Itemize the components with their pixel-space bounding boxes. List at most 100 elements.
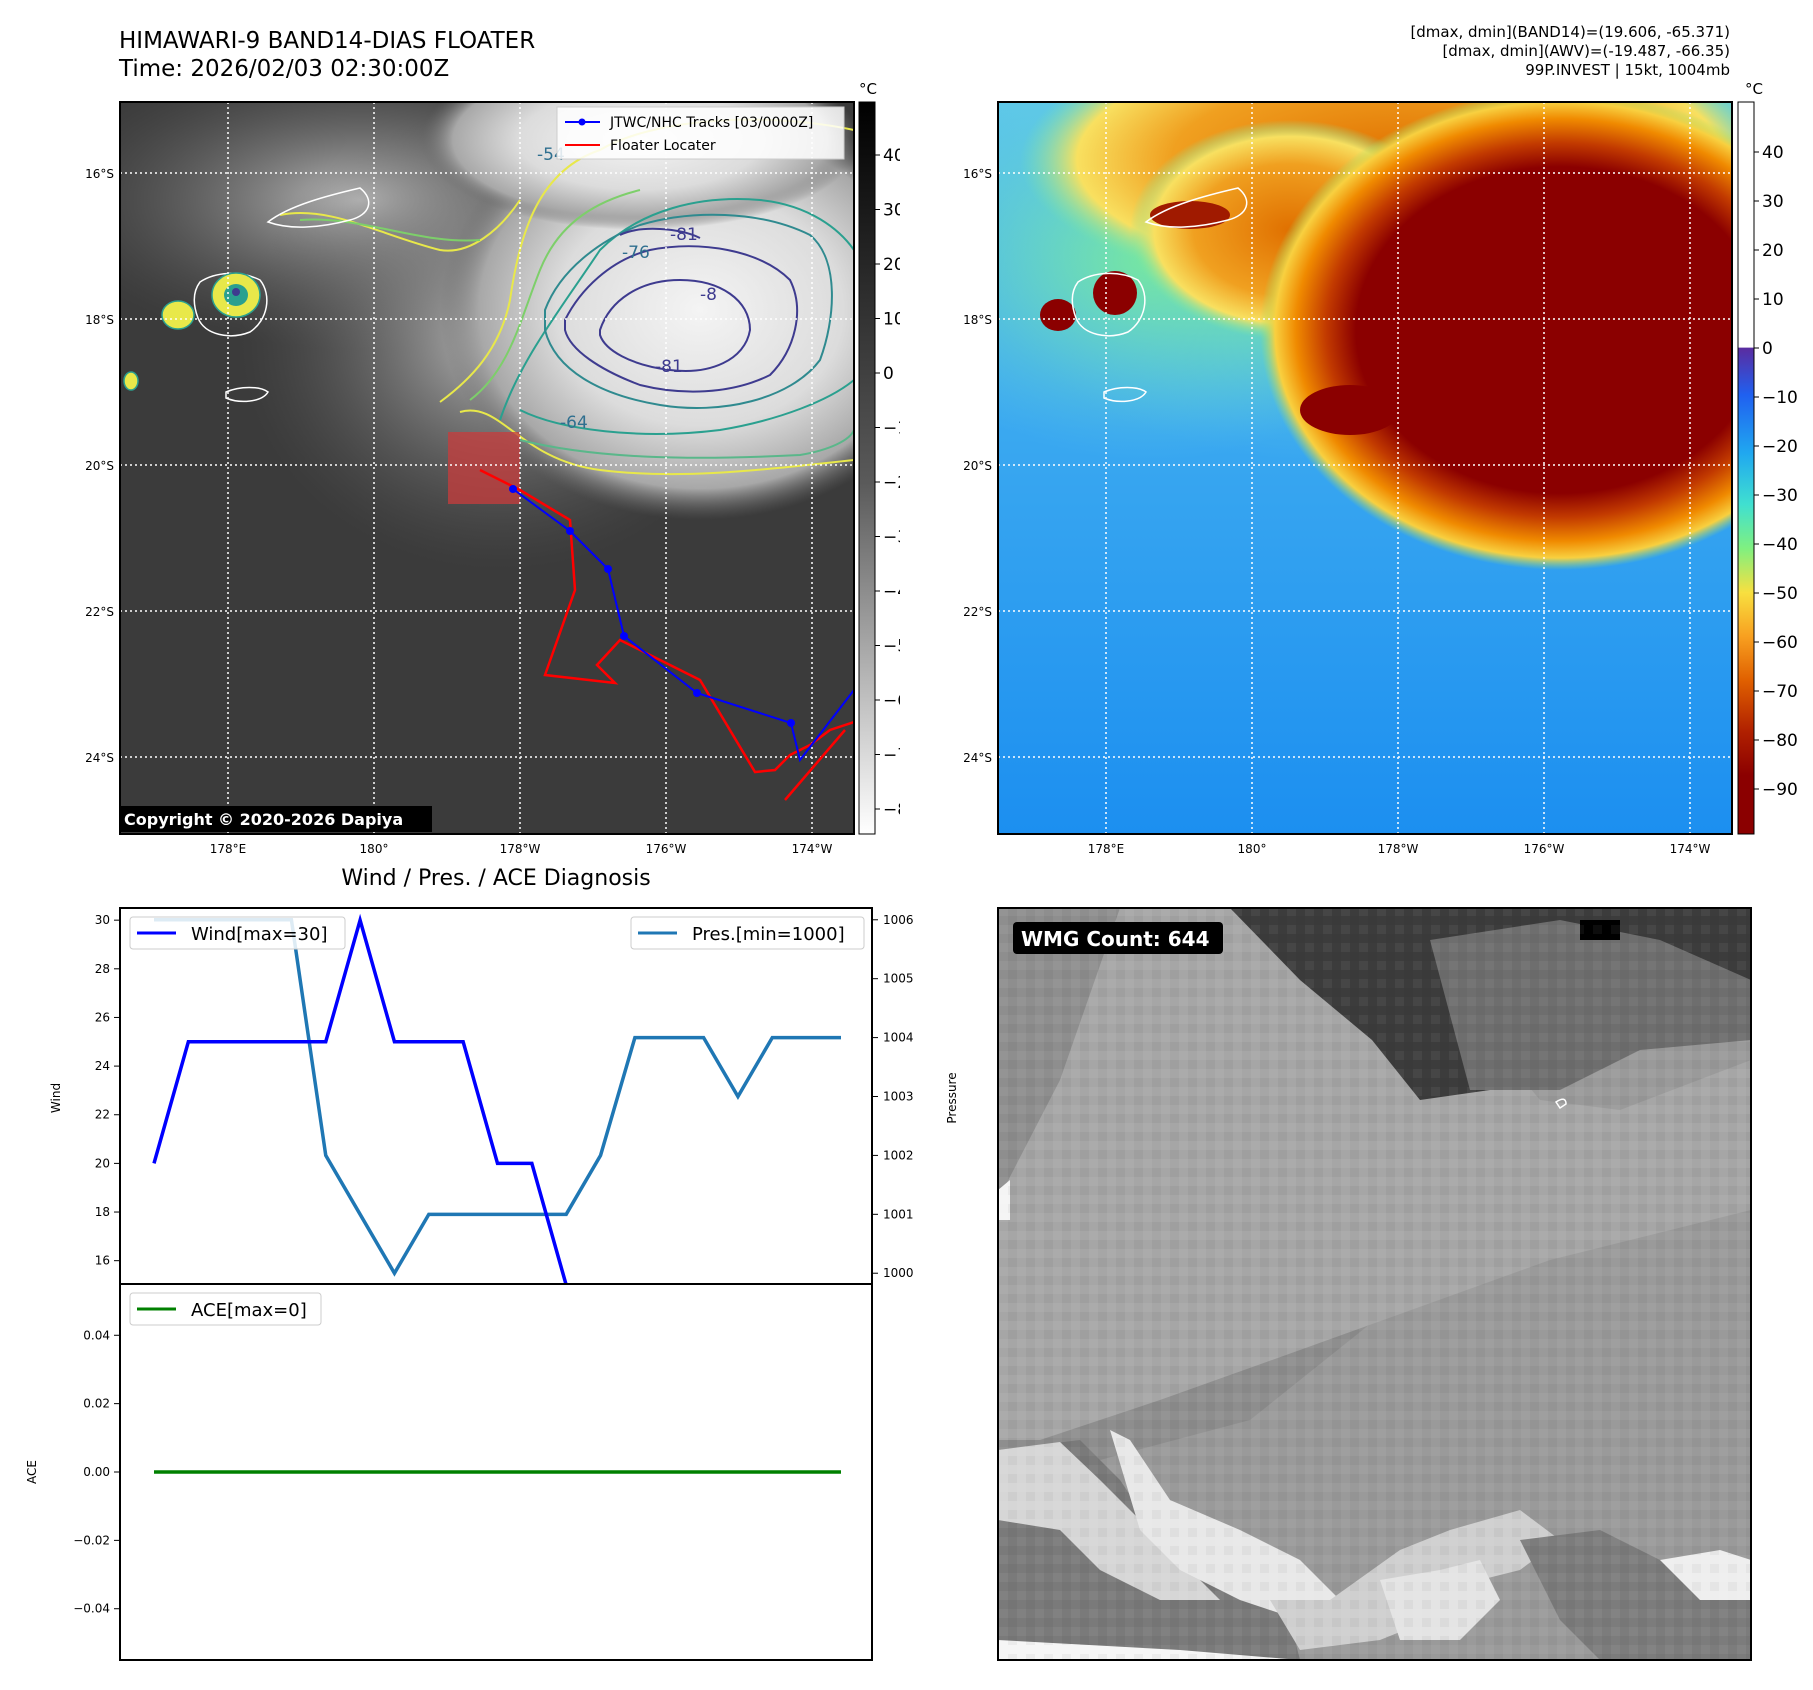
- left-cbar-tick-label: −10: [883, 419, 900, 439]
- right-cbar-tick-label: −10: [1762, 388, 1798, 408]
- diagnosis-chart: 30 28 26 24 22 20 18 16 1006 1005 1004 1003 1002 100…: [25, 907, 959, 1661]
- pressure-tick-label: 1005: [883, 972, 914, 986]
- wind-tick-label: 24: [95, 1059, 110, 1073]
- ace-tick-label: −0.04: [73, 1602, 110, 1616]
- wind-tick-label: 20: [95, 1156, 110, 1170]
- left-cbar-tick-label: 30: [883, 201, 900, 221]
- left-map-frame: [119, 101, 855, 835]
- wind-legend: Wind[max=30]: [129, 916, 346, 950]
- right-cbar-tick-label: −70: [1762, 682, 1798, 702]
- info-band14: [dmax, dmin](BAND14)=(19.606, -65.371): [1410, 23, 1730, 41]
- right-map-frame: [997, 101, 1733, 835]
- pressure-legend: Pres.[min=1000]: [630, 916, 865, 950]
- wmg-imagery: [998, 908, 1751, 1660]
- rlat-label-18s: 18°S: [963, 313, 992, 327]
- left-colorbar-unit: °C: [859, 80, 877, 98]
- rlat-label-20s: 20°S: [963, 459, 992, 473]
- floater-locater-box: [448, 432, 520, 504]
- figure-title: HIMAWARI-9 BAND14-DIAS FLOATER Time: 202…: [119, 27, 535, 83]
- right-map-panel: 16°S 18°S 20°S 22°S 24°S 178°E 180° 178°…: [963, 80, 1798, 856]
- pressure-tick-label: 1004: [883, 1031, 914, 1045]
- floater-locater-line-2: [784, 729, 846, 801]
- left-cbar-tick-label: −80: [883, 800, 900, 820]
- wind-tick-label: 26: [95, 1010, 110, 1024]
- info-awv: [dmax, dmin](AWV)=(-19.487, -66.35): [1442, 42, 1730, 60]
- left-cbar-tick-label: −50: [883, 637, 900, 657]
- right-cbar-tick-label: 30: [1762, 192, 1784, 212]
- lon-label-178e: 178°E: [210, 842, 247, 856]
- contour-label-6: -64: [560, 413, 588, 433]
- figure-info: [dmax, dmin](BAND14)=(19.606, -65.371) […: [1410, 23, 1730, 80]
- right-cbar-tick-label: 40: [1762, 143, 1784, 163]
- rlon-label-178w: 178°W: [1378, 842, 1419, 856]
- legend-jtwc-tracks: JTWC/NHC Tracks [03/0000Z]: [609, 115, 813, 131]
- rlon-label-180: 180°: [1238, 842, 1267, 856]
- rlat-label-16s: 16°S: [963, 167, 992, 181]
- right-cbar-tick-label: −30: [1762, 486, 1798, 506]
- lat-label-18s: 18°S: [85, 313, 114, 327]
- wind-tick-label: 18: [95, 1205, 110, 1219]
- ace-axis-label: ACE: [25, 1460, 39, 1484]
- lon-label-174w: 174°W: [792, 842, 833, 856]
- left-map-panel: -54 -76 -81 -8 -81 -64 JTWC/NHC Tracks […: [85, 80, 900, 856]
- left-cbar-tick-label: −70: [883, 746, 900, 766]
- wind-legend-label: Wind[max=30]: [191, 924, 328, 945]
- title-satellite: HIMAWARI-9 BAND14-DIAS FLOATER: [119, 28, 536, 54]
- ace-legend-label: ACE[max=0]: [191, 1300, 307, 1321]
- left-cbar-tick-label: 40: [883, 146, 900, 166]
- diagnosis-title: Wind / Pres. / ACE Diagnosis: [341, 866, 651, 891]
- wmg-count-label: WMG Count: 644: [1021, 927, 1210, 951]
- rlon-label-176w: 176°W: [1524, 842, 1565, 856]
- wmg-count-badge: WMG Count: 644: [1013, 922, 1223, 954]
- left-cbar-tick-label: −60: [883, 691, 900, 711]
- left-cbar-tick-label: −20: [883, 473, 900, 493]
- ace-tick-label: −0.02: [73, 1533, 110, 1547]
- pressure-tick-label: 1000: [883, 1266, 914, 1280]
- right-colorbar: °C 40 30 20 10 0 −10 −20 −30 −40 −50 −60 −70 −80 −90: [1737, 80, 1798, 835]
- lat-label-24s: 24°S: [85, 751, 114, 765]
- copyright-text: Copyright © 2020-2026 Dapiya: [124, 810, 403, 829]
- rlon-label-174w: 174°W: [1670, 842, 1711, 856]
- jtwc-track-line: [512, 488, 854, 763]
- left-cbar-tick-label: −30: [883, 528, 900, 548]
- left-cbar-tick-label: 20: [883, 255, 900, 275]
- contour-label-3: -81: [670, 225, 698, 245]
- pressure-axis-label: Pressure: [945, 1072, 959, 1123]
- right-cbar-tick-label: −80: [1762, 731, 1798, 751]
- ace-tick-label: 0.04: [83, 1328, 110, 1342]
- copyright-badge: Copyright © 2020-2026 Dapiya: [120, 806, 432, 832]
- left-cbar-tick-label: 10: [883, 310, 900, 330]
- left-cbar-tick-label: −40: [883, 582, 900, 602]
- lon-label-176w: 176°W: [646, 842, 687, 856]
- info-storm: 99P.INVEST | 15kt, 1004mb: [1525, 61, 1730, 79]
- right-cbar-tick-label: −90: [1762, 780, 1798, 800]
- wind-axis-label: Wind: [49, 1083, 63, 1113]
- wind-tick-label: 16: [95, 1254, 110, 1268]
- contour-label-4: -8: [700, 285, 717, 305]
- rlat-label-22s: 22°S: [963, 605, 992, 619]
- contour-label-5: -81: [655, 357, 683, 377]
- right-colorbar-unit: °C: [1745, 80, 1763, 98]
- ace-legend: ACE[max=0]: [129, 1292, 322, 1326]
- rlat-label-24s: 24°S: [963, 751, 992, 765]
- left-cbar-tick-label: 0: [883, 364, 894, 384]
- contour-label-2: -76: [622, 243, 650, 263]
- ace-tick-label: 0.00: [83, 1465, 110, 1479]
- left-colorbar: °C 40 30 20 10 0 −10 −20 −30 −40 −50 −60 −70 −80: [858, 80, 900, 835]
- lon-label-180: 180°: [360, 842, 389, 856]
- left-map-imagery: [120, 102, 854, 834]
- rlon-label-178e: 178°E: [1088, 842, 1125, 856]
- title-time: Time: 2026/02/03 02:30:00Z: [119, 56, 450, 82]
- lat-label-22s: 22°S: [85, 605, 114, 619]
- pressure-legend-label: Pres.[min=1000]: [692, 924, 845, 945]
- right-cbar-tick-label: −50: [1762, 584, 1798, 604]
- right-cbar-tick-label: −40: [1762, 535, 1798, 555]
- lat-label-20s: 20°S: [85, 459, 114, 473]
- right-cbar-tick-label: 10: [1762, 290, 1784, 310]
- lon-label-178w: 178°W: [500, 842, 541, 856]
- right-cbar-tick-label: 20: [1762, 241, 1784, 261]
- pressure-tick-label: 1001: [883, 1207, 914, 1221]
- wind-tick-label: 28: [95, 962, 110, 976]
- wind-tick-label: 22: [95, 1108, 110, 1122]
- pressure-tick-label: 1002: [883, 1148, 914, 1162]
